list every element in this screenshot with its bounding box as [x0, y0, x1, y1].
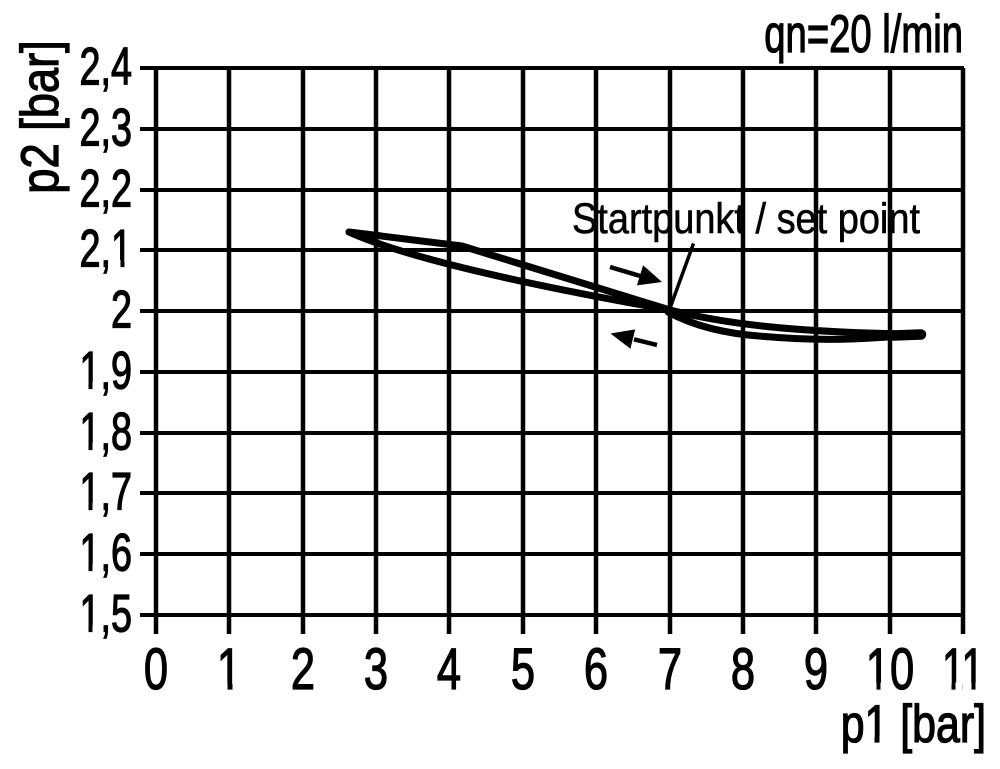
svg-text:1,8: 1,8: [80, 403, 133, 462]
svg-text:p1 [bar]: p1 [bar]: [841, 695, 986, 754]
svg-text:p2 [bar]: p2 [bar]: [11, 40, 70, 193]
svg-text:1,9: 1,9: [80, 342, 133, 401]
svg-text:1: 1: [217, 637, 241, 702]
svg-text:2: 2: [111, 281, 132, 340]
svg-text:qn=20 l/min: qn=20 l/min: [764, 5, 963, 64]
svg-text:2,4: 2,4: [80, 38, 133, 97]
svg-text:2: 2: [291, 637, 315, 702]
svg-text:5: 5: [511, 637, 535, 702]
svg-text:1,7: 1,7: [80, 463, 133, 522]
svg-text:11: 11: [942, 637, 984, 702]
svg-text:2,2: 2,2: [80, 160, 133, 219]
svg-text:3: 3: [364, 637, 388, 702]
svg-text:7: 7: [658, 637, 682, 702]
svg-text:2,3: 2,3: [80, 99, 133, 158]
svg-text:1,6: 1,6: [80, 524, 133, 583]
svg-text:9: 9: [804, 637, 828, 702]
svg-text:8: 8: [731, 637, 755, 702]
svg-text:Startpunkt / set point: Startpunkt / set point: [572, 195, 920, 243]
svg-text:2,1: 2,1: [80, 220, 133, 279]
svg-text:1,5: 1,5: [80, 585, 133, 644]
svg-text:0: 0: [144, 637, 168, 702]
svg-text:6: 6: [584, 637, 608, 702]
svg-text:4: 4: [437, 637, 461, 702]
svg-text:10: 10: [866, 637, 914, 702]
